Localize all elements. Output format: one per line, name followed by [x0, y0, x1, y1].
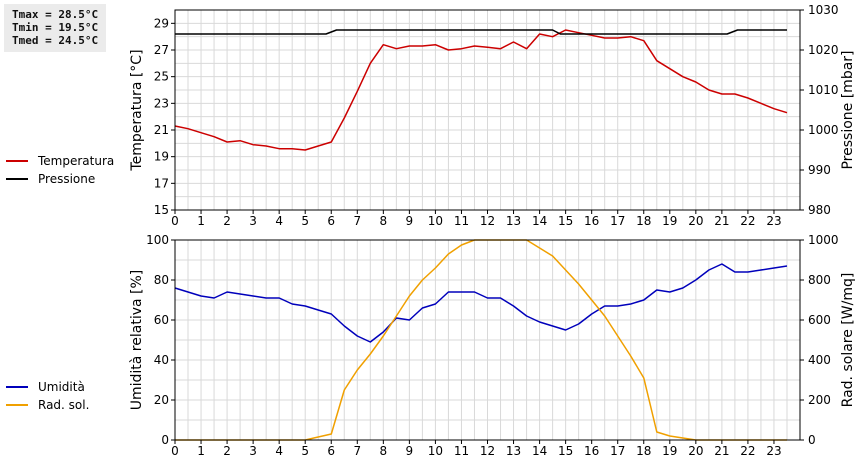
x-tick-label: 10 [428, 214, 443, 228]
x-tick-label: 16 [584, 214, 599, 228]
y2-tick-label: 400 [808, 353, 831, 367]
y-tick-label: 17 [154, 176, 169, 190]
x-tick-label: 10 [428, 444, 443, 458]
y2-tick-label: 1030 [808, 3, 839, 17]
x-tick-label: 6 [327, 214, 335, 228]
x-tick-label: 5 [301, 214, 309, 228]
x-tick-label: 13 [506, 214, 521, 228]
x-tick-label: 23 [766, 444, 781, 458]
x-tick-label: 0 [171, 214, 179, 228]
x-tick-label: 6 [327, 444, 335, 458]
y-tick-label: 40 [154, 353, 169, 367]
x-tick-label: 12 [480, 214, 495, 228]
x-tick-label: 8 [380, 444, 388, 458]
y-tick-label: 29 [154, 16, 169, 30]
series-line-pressione [175, 29, 787, 35]
legend-label: Umidità [38, 380, 85, 394]
series-line-temperatura [174, 29, 788, 151]
x-tick-label: 2 [223, 444, 231, 458]
x-tick-label: 17 [610, 214, 625, 228]
x-tick-label: 18 [636, 214, 651, 228]
x-tick-label: 11 [454, 214, 469, 228]
y-tick-label: 0 [161, 433, 169, 447]
y2-tick-label: 600 [808, 313, 831, 327]
y2-tick-label: 1020 [808, 43, 839, 57]
y-tick-label: 60 [154, 313, 169, 327]
y-tick-label: 100 [146, 233, 169, 247]
x-tick-label: 18 [636, 444, 651, 458]
x-tick-label: 5 [301, 444, 309, 458]
tmax-text: Tmax = 28.5°C [12, 8, 99, 21]
y2-tick-label: 1000 [808, 233, 839, 247]
tmed-text: Tmed = 24.5°C [12, 34, 99, 47]
tmin-text: Tmin = 19.5°C [12, 21, 99, 34]
y2-tick-label: 980 [808, 203, 831, 217]
x-tick-label: 9 [406, 444, 414, 458]
x-tick-label: 20 [688, 444, 703, 458]
y-tick-label: 21 [154, 123, 169, 137]
x-tick-label: 20 [688, 214, 703, 228]
x-tick-label: 3 [249, 444, 257, 458]
x-tick-label: 12 [480, 444, 495, 458]
x-tick-label: 21 [714, 214, 729, 228]
y2-tick-label: 0 [808, 433, 816, 447]
y2-axis-label: Pressione [mbar] [840, 50, 856, 169]
y2-axis-label: Rad. solare [W/mq] [840, 273, 856, 408]
x-tick-label: 9 [406, 214, 414, 228]
x-tick-label: 17 [610, 444, 625, 458]
legend-label: Pressione [38, 172, 95, 186]
legend-label: Rad. sol. [38, 398, 89, 412]
x-tick-label: 21 [714, 444, 729, 458]
x-tick-label: 14 [532, 214, 547, 228]
y-tick-label: 25 [154, 70, 169, 84]
y-tick-label: 19 [154, 150, 169, 164]
y-tick-label: 20 [154, 393, 169, 407]
x-tick-label: 2 [223, 214, 231, 228]
x-tick-label: 23 [766, 214, 781, 228]
stats-box: Tmax = 28.5°C Tmin = 19.5°C Tmed = 24.5°… [4, 4, 106, 52]
x-tick-label: 15 [558, 214, 573, 228]
y2-tick-label: 1010 [808, 83, 839, 97]
x-tick-label: 7 [353, 444, 361, 458]
legend-label: Temperatura [37, 154, 114, 168]
x-tick-label: 7 [353, 214, 361, 228]
x-tick-label: 1 [197, 444, 205, 458]
y-axis-label: Umidità relativa [%] [129, 270, 145, 411]
y-tick-label: 80 [154, 273, 169, 287]
x-tick-label: 3 [249, 214, 257, 228]
x-tick-label: 16 [584, 444, 599, 458]
y2-tick-label: 200 [808, 393, 831, 407]
x-tick-label: 13 [506, 444, 521, 458]
y-tick-label: 27 [154, 43, 169, 57]
y-tick-label: 15 [154, 203, 169, 217]
x-tick-label: 19 [662, 214, 677, 228]
series-line-umidit [174, 263, 788, 343]
x-tick-label: 0 [171, 444, 179, 458]
x-tick-label: 15 [558, 444, 573, 458]
x-tick-label: 4 [275, 214, 283, 228]
x-tick-label: 22 [740, 214, 755, 228]
y-axis-label: Temperatura [°C] [129, 49, 145, 171]
y2-tick-label: 800 [808, 273, 831, 287]
x-tick-label: 14 [532, 444, 547, 458]
y-tick-label: 23 [154, 96, 169, 110]
x-tick-label: 22 [740, 444, 755, 458]
x-tick-label: 1 [197, 214, 205, 228]
x-tick-label: 11 [454, 444, 469, 458]
x-tick-label: 8 [380, 214, 388, 228]
x-tick-label: 4 [275, 444, 283, 458]
y2-tick-label: 990 [808, 163, 831, 177]
x-tick-label: 19 [662, 444, 677, 458]
y2-tick-label: 1000 [808, 123, 839, 137]
